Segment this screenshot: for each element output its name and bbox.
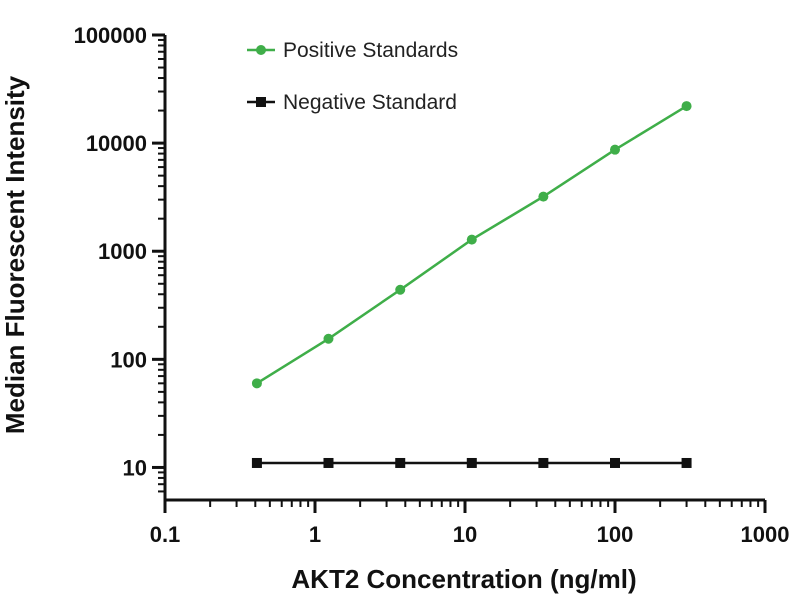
y-tick-label: 100: [110, 347, 147, 372]
x-tick-label: 10: [453, 522, 477, 547]
data-point-circle: [395, 284, 406, 295]
data-point-square: [466, 457, 477, 468]
data-point-square: [610, 457, 620, 468]
x-tick-label: 0.1: [150, 522, 181, 547]
y-axis-title: Median Fluorescent Intensity: [0, 75, 30, 434]
y-tick-label: 1000: [98, 239, 147, 264]
series-line-1: [256, 105, 688, 385]
legend-label-1: Positive Standards: [283, 39, 458, 62]
axes: [163, 35, 765, 502]
legend: Positive Standards Negative Standard: [247, 39, 458, 114]
x-tick-label: 100: [597, 522, 634, 547]
legend-marker-circle: [256, 45, 266, 55]
data-point-square: [538, 457, 549, 468]
data-point-circle: [323, 333, 334, 344]
data-point-square: [395, 457, 406, 468]
x-tick-label: 1000: [741, 522, 790, 547]
y-tick-label: 100000: [74, 23, 147, 48]
data-point-square: [323, 457, 334, 468]
x-tick-label: 1: [309, 522, 321, 547]
legend-label-2: Negative Standard: [283, 91, 457, 114]
data-point-square: [681, 457, 692, 468]
ticks: 0.1 1 10 100 1000 10 100 1000 10000 100000: [74, 23, 790, 547]
data-point-circle: [251, 378, 262, 389]
y-tick-label: 10000: [86, 131, 147, 156]
data-point-square: [251, 457, 262, 468]
data-point-circle: [681, 101, 692, 112]
data-point-circle: [466, 234, 477, 245]
data-point-circle: [538, 191, 549, 202]
data-point-circle: [610, 144, 620, 155]
x-axis-title: AKT2 Concentration (ng/ml): [291, 564, 636, 594]
legend-marker-square: [256, 97, 266, 107]
y-tick-label: 10: [123, 455, 147, 480]
series-layer: [251, 101, 692, 468]
